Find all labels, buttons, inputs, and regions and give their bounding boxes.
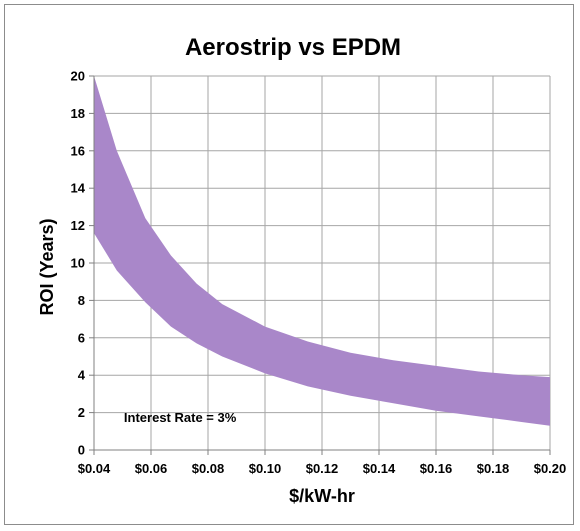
x-tick-label: $0.16 [420,461,453,476]
y-tick-label: 20 [71,69,85,84]
y-axis-label: ROI (Years) [37,218,57,315]
x-tick-label: $0.18 [477,461,510,476]
x-tick-label: $0.06 [135,461,168,476]
x-tick-label: $0.12 [306,461,339,476]
annotations: Interest Rate = 3% [124,410,237,425]
band-layer [94,76,550,426]
chart-title: Aerostrip vs EPDM [185,34,401,61]
y-tick-label: 10 [71,256,85,271]
roi-range-band [94,76,550,426]
y-tick-labels: 0 2 4 6 8 10 12 14 16 18 20 [71,69,86,458]
x-tick-label: $0.14 [363,461,396,476]
y-tick-label: 16 [71,143,85,158]
chart-svg: Aerostrip vs EPDM 0 2 4 6 8 10 12 14 16 18 20 $0.0… [37,34,567,506]
y-tick-label: 18 [71,106,85,121]
y-tick-label: 8 [78,293,85,308]
y-tick-label: 4 [78,368,86,383]
y-tick-label: 6 [78,330,85,345]
y-tick-label: 0 [78,443,85,458]
x-tick-label: $0.04 [78,461,111,476]
x-tick-label: $0.20 [534,461,567,476]
x-tick-label: $0.08 [192,461,225,476]
y-tick-label: 12 [71,218,85,233]
interest-rate-annotation: Interest Rate = 3% [124,410,237,425]
y-tick-label: 2 [78,405,85,420]
chart-frame: Aerostrip vs EPDM 0 2 4 6 8 10 12 14 16 18 20 $0.0… [4,4,574,525]
x-axis-label: $/kW-hr [289,486,355,506]
x-tick-label: $0.10 [249,461,282,476]
y-tick-label: 14 [71,181,86,196]
axes [89,75,551,455]
x-tick-labels: $0.04 $0.06 $0.08 $0.10 $0.12 $0.14 $0.16 $0.18… [78,461,567,476]
